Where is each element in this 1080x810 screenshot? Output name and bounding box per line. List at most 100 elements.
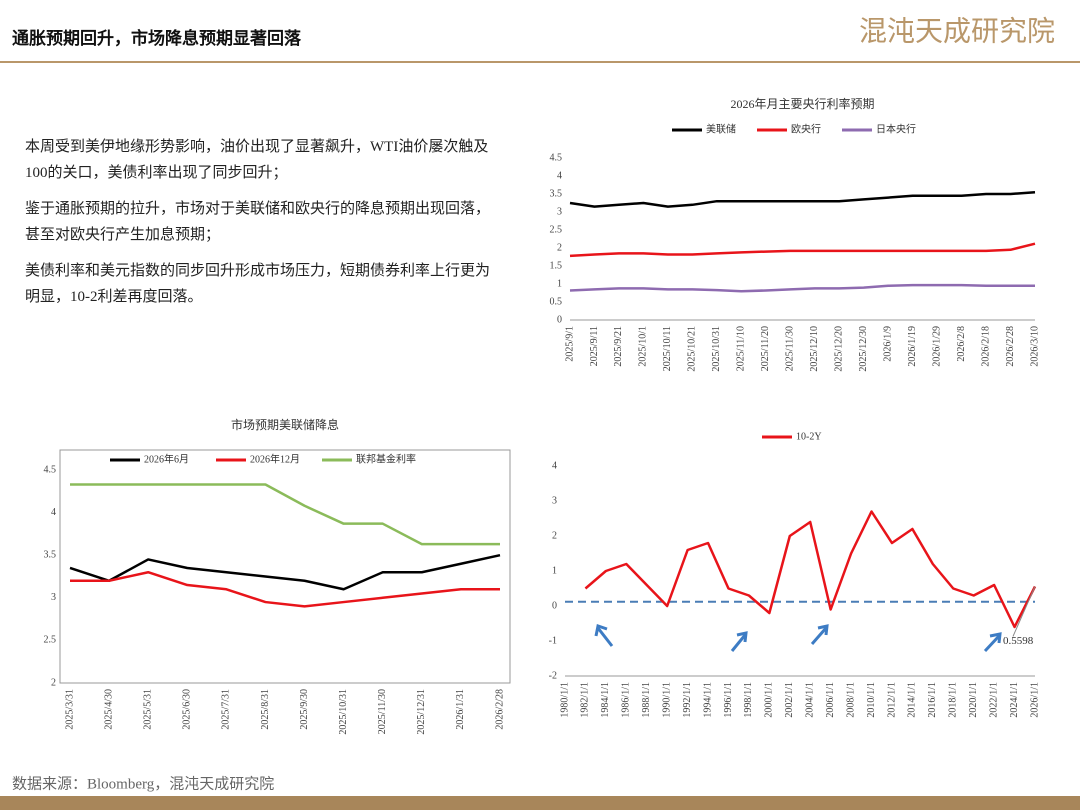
x-tick-label: 1990/1/1 xyxy=(661,682,672,718)
y-tick-label: 0 xyxy=(557,314,562,325)
y-tick-label: 2.5 xyxy=(44,635,57,646)
x-tick-label: 2006/1/1 xyxy=(825,682,836,718)
x-tick-label: 2026/2/18 xyxy=(980,326,991,367)
footer-bar xyxy=(0,796,1080,810)
x-tick-label: 2026/1/29 xyxy=(931,326,942,367)
y-tick-label: -1 xyxy=(549,635,557,646)
chart-title: 市场预期美联储降息 xyxy=(231,417,339,432)
x-tick-label: 2025/6/30 xyxy=(182,689,193,730)
x-tick-label: 2012/1/1 xyxy=(886,682,897,718)
x-tick-label: 2025/9/30 xyxy=(299,689,310,730)
y-tick-label: 4.5 xyxy=(44,464,57,475)
x-tick-label: 2014/1/1 xyxy=(907,682,918,718)
x-tick-label: 2026/2/28 xyxy=(1005,326,1016,367)
source-note: 数据来源：Bloomberg，混沌天成研究院 xyxy=(12,774,274,792)
paragraph: 美债利率和美元指数的同步回升形成市场压力，短期债券利率上行更为明显，10-2利差… xyxy=(25,263,491,305)
series-line xyxy=(584,510,1037,629)
x-tick-label: 1982/1/1 xyxy=(580,682,591,718)
series-line xyxy=(569,190,1036,208)
x-tick-label: 1988/1/1 xyxy=(641,682,652,718)
legend-label: 日本央行 xyxy=(876,122,916,135)
x-tick-label: 1980/1/1 xyxy=(559,682,570,718)
x-tick-label: 2000/1/1 xyxy=(764,682,775,718)
legend-label: 联邦基金利率 xyxy=(356,452,416,465)
x-tick-label: 2025/11/30 xyxy=(785,326,796,371)
x-tick-label: 2025/7/31 xyxy=(221,689,232,730)
x-tick-label: 1998/1/1 xyxy=(743,682,754,718)
y-tick-label: 4 xyxy=(51,507,56,518)
logo: 混沌天成研究院 xyxy=(859,15,1055,47)
legend-label: 10-2Y xyxy=(796,431,822,442)
x-tick-label: 2025/3/31 xyxy=(64,689,75,730)
x-tick-label: 1986/1/1 xyxy=(621,682,632,718)
series-line xyxy=(569,283,1035,293)
legend-label: 美联储 xyxy=(706,122,736,135)
x-tick-label: 2010/1/1 xyxy=(866,682,877,718)
x-tick-label: 2025/12/20 xyxy=(834,326,845,372)
x-tick-label: 2025/9/11 xyxy=(589,326,600,366)
x-tick-label: 1996/1/1 xyxy=(723,682,734,718)
x-tick-label: 2025/10/1 xyxy=(638,326,649,367)
y-tick-label: 1 xyxy=(552,565,557,576)
x-tick-label: 2025/9/1 xyxy=(564,326,575,362)
arrows xyxy=(594,624,1002,653)
x-tick-label: 2002/1/1 xyxy=(784,682,795,718)
text-block: 本周受到美伊地缘形势影响，油价出现了显著飙升，WTI油价屡次触及100的关口，美… xyxy=(25,134,495,320)
y-tick-label: 0 xyxy=(552,600,557,611)
y-tick-label: 4 xyxy=(552,460,557,471)
y-tick-label: 4 xyxy=(557,170,562,181)
x-tick-label: 2008/1/1 xyxy=(845,682,856,718)
x-tick-label: 2025/12/30 xyxy=(858,326,869,372)
x-tick-label: 2004/1/1 xyxy=(805,682,816,718)
x-tick-label: 2025/11/10 xyxy=(736,326,747,371)
y-tick-label: 3 xyxy=(557,206,562,217)
x-tick-label: 2024/1/1 xyxy=(1009,682,1020,718)
x-tick-label: 2025/8/31 xyxy=(260,689,271,730)
y-tick-label: 0.5 xyxy=(550,296,563,307)
y-tick-label: 2 xyxy=(557,242,562,253)
series-line xyxy=(70,483,500,546)
annotation: 0.5598 xyxy=(1003,635,1034,647)
x-tick-label: 2025/10/11 xyxy=(662,326,673,371)
slide-title: 通胀预期回升，市场降息预期显著回落 xyxy=(12,28,302,48)
series-line xyxy=(70,570,500,608)
series-line xyxy=(569,242,1036,258)
x-tick-label: 2025/5/31 xyxy=(142,689,153,730)
y-tick-label: -2 xyxy=(549,670,557,681)
paragraph: 鉴于通胀预期的拉升，市场对于美联储和欧央行的降息预期出现回落，甚至对欧央行产生加… xyxy=(25,201,491,243)
y-tick-label: 1.5 xyxy=(550,260,563,271)
x-tick-label: 2025/10/31 xyxy=(711,326,722,372)
x-tick-label: 2025/11/30 xyxy=(377,689,388,734)
y-tick-label: 3.5 xyxy=(550,188,563,199)
y-tick-label: 4.5 xyxy=(550,152,563,163)
legend-label: 2026年12月 xyxy=(250,452,300,465)
x-tick-label: 2025/10/21 xyxy=(687,326,698,372)
y-tick-label: 3.5 xyxy=(44,549,57,560)
x-tick-label: 2026/1/9 xyxy=(882,326,893,362)
x-tick-label: 2025/12/10 xyxy=(809,326,820,372)
series-line xyxy=(69,553,501,591)
y-tick-label: 2.5 xyxy=(550,224,563,235)
x-tick-label: 1994/1/1 xyxy=(702,682,713,718)
x-tick-label: 2022/1/1 xyxy=(988,682,999,718)
x-tick-label: 2025/10/31 xyxy=(338,689,349,735)
x-tick-label: 1984/1/1 xyxy=(600,682,611,718)
chart-title: 2026年月主要央行利率预期 xyxy=(730,96,874,111)
y-tick-label: 2 xyxy=(552,530,557,541)
y-tick-label: 1 xyxy=(557,278,562,289)
x-tick-label: 2026/1/31 xyxy=(455,689,466,730)
x-tick-label: 2018/1/1 xyxy=(948,682,959,718)
annotation-leader xyxy=(1012,586,1036,637)
x-tick-label: 2026/2/28 xyxy=(494,689,505,730)
x-tick-label: 2016/1/1 xyxy=(927,682,938,718)
y-tick-label: 2 xyxy=(51,677,56,688)
legend-label: 欧央行 xyxy=(791,122,821,135)
x-tick-label: 2026/1/1 xyxy=(1029,682,1040,718)
paragraph: 本周受到美伊地缘形势影响，油价出现了显著飙升，WTI油价屡次触及100的关口，美… xyxy=(25,139,489,181)
x-tick-label: 2026/3/10 xyxy=(1029,326,1040,367)
x-tick-label: 2020/1/1 xyxy=(968,682,979,718)
x-tick-label: 2026/2/8 xyxy=(956,326,967,362)
x-tick-label: 2025/12/31 xyxy=(416,689,427,735)
